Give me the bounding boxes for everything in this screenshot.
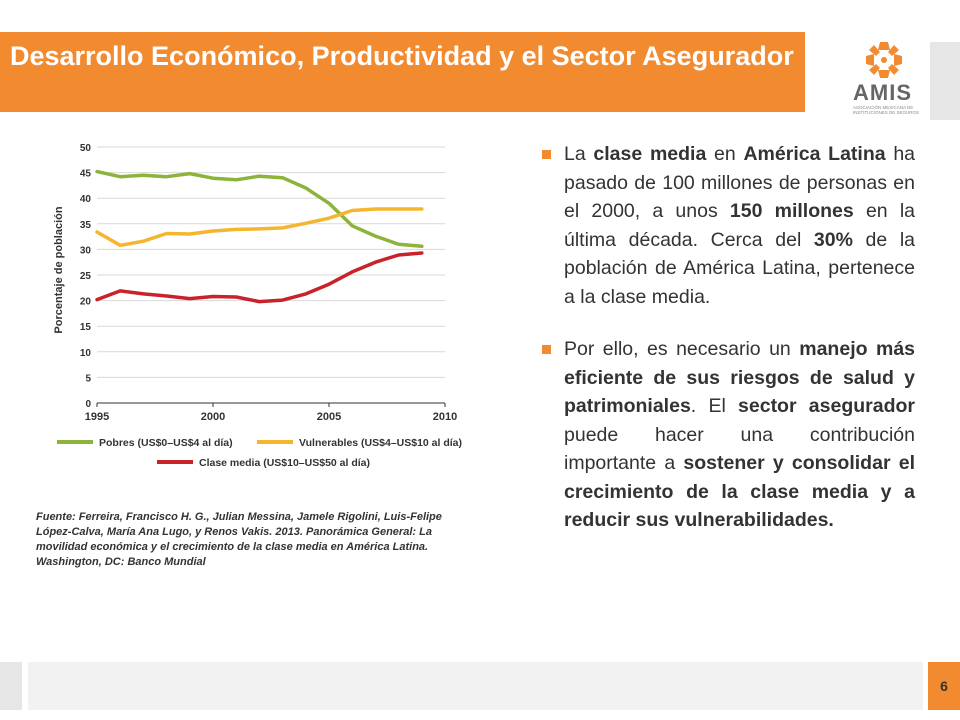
y-tick-label: 0 xyxy=(85,399,91,410)
bullet-bold-segment: manejo más eficiente de sus riesgos de s… xyxy=(564,338,916,417)
bullet-bold-segment: América Latina xyxy=(743,143,886,165)
slide-title: Desarrollo Económico, Productividad y el… xyxy=(10,41,794,71)
chart-grid xyxy=(97,146,445,378)
y-tick-label: 50 xyxy=(80,143,92,154)
series-line-1 xyxy=(95,207,424,248)
header-side-strip xyxy=(930,42,960,120)
legend-label: Clase media (US$10–US$50 al día) xyxy=(199,457,370,469)
y-tick-label: 40 xyxy=(80,194,92,205)
bullet-bold-segment: 30% xyxy=(813,228,853,251)
bullet-bold-segment: clase media xyxy=(593,143,707,165)
line-chart: 0 5 10 15 20 25 30 35 40 45 50 1995 2000 2005 2010 Pob… xyxy=(53,143,462,469)
bullet-bold-segment: sector asegurador xyxy=(738,395,915,417)
y-tick-label: 25 xyxy=(80,271,92,282)
bullet-segment: en la última década. Cerca del xyxy=(564,200,916,251)
legend-label: Vulnerables (US$4–US$10 al día) xyxy=(299,437,462,449)
bullet-text: Por ello, es necesario un manejo más efi… xyxy=(564,338,915,531)
y-tick-label: 35 xyxy=(80,220,92,231)
x-tick-label: 2005 xyxy=(317,411,341,423)
population-chart: 0 5 10 15 20 25 30 35 40 45 50 1995 2000 2005 2010 Pob… xyxy=(45,135,475,475)
bullet-text: La clase media en América Latina ha pasa… xyxy=(564,143,915,308)
bullet-bold-segment: sostener y consolidar el crecimiento de … xyxy=(564,452,915,531)
brand-name: AMIS xyxy=(853,80,912,105)
y-tick-label: 20 xyxy=(80,297,92,308)
chart-series xyxy=(95,169,424,304)
amis-logo-icon xyxy=(866,42,902,78)
bullet-segment: ha pasado de 100 millones de personas en… xyxy=(564,143,916,222)
bullet-item-insurance-sector: Por ello, es necesario un manejo más efi… xyxy=(540,335,915,535)
bullet-segment: puede hacer una contribución importante … xyxy=(564,423,915,475)
x-tick-label: 2000 xyxy=(201,411,225,423)
footer-bar xyxy=(28,662,923,710)
series-line-2 xyxy=(95,251,424,304)
y-axis-label: Porcentaje de población xyxy=(53,206,65,333)
y-tick-label: 45 xyxy=(80,169,92,180)
source-citation: Fuente: Ferreira, Francisco H. G., Julia… xyxy=(36,511,442,568)
y-tick-label: 30 xyxy=(80,245,92,256)
page-number: 6 xyxy=(928,662,960,710)
chart-legend: Pobres (US$0–US$4 al día) Vulnerables (US… xyxy=(57,437,462,469)
bullet-segment: Por ello, es necesario un xyxy=(564,338,800,360)
footer-left-block xyxy=(0,662,22,710)
y-tick-label: 15 xyxy=(80,322,92,333)
bullet-square-icon xyxy=(542,150,551,159)
title-bar: Desarrollo Económico, Productividad y el… xyxy=(0,32,805,112)
x-tick-label: 1995 xyxy=(85,411,109,423)
x-tick-label: 2010 xyxy=(433,411,457,423)
bullet-segment: en xyxy=(706,143,744,165)
bullet-bold-segment: 150 millones xyxy=(729,200,854,222)
bullet-item-middle-class: La clase media en América Latina ha pasa… xyxy=(540,140,915,311)
bullet-segment: La xyxy=(564,143,594,165)
chart-axes: 0 5 10 15 20 25 30 35 40 45 50 1995 2000 2005 2010 xyxy=(80,143,457,423)
bullet-segment: de la población de América Latina, perte… xyxy=(564,228,916,308)
y-tick-label: 10 xyxy=(80,348,92,359)
bullet-segment: . El xyxy=(690,395,739,417)
y-tick-label: 5 xyxy=(85,373,91,384)
series-line-0 xyxy=(95,169,424,249)
brand-subtitle: ASOCIACIÓN MEXICANA DE INSTITUCIONES DE … xyxy=(853,105,920,115)
bullet-list: La clase media en América Latina ha pasa… xyxy=(540,140,915,535)
legend-label: Pobres (US$0–US$4 al día) xyxy=(99,437,233,449)
bullet-square-icon xyxy=(542,345,551,354)
